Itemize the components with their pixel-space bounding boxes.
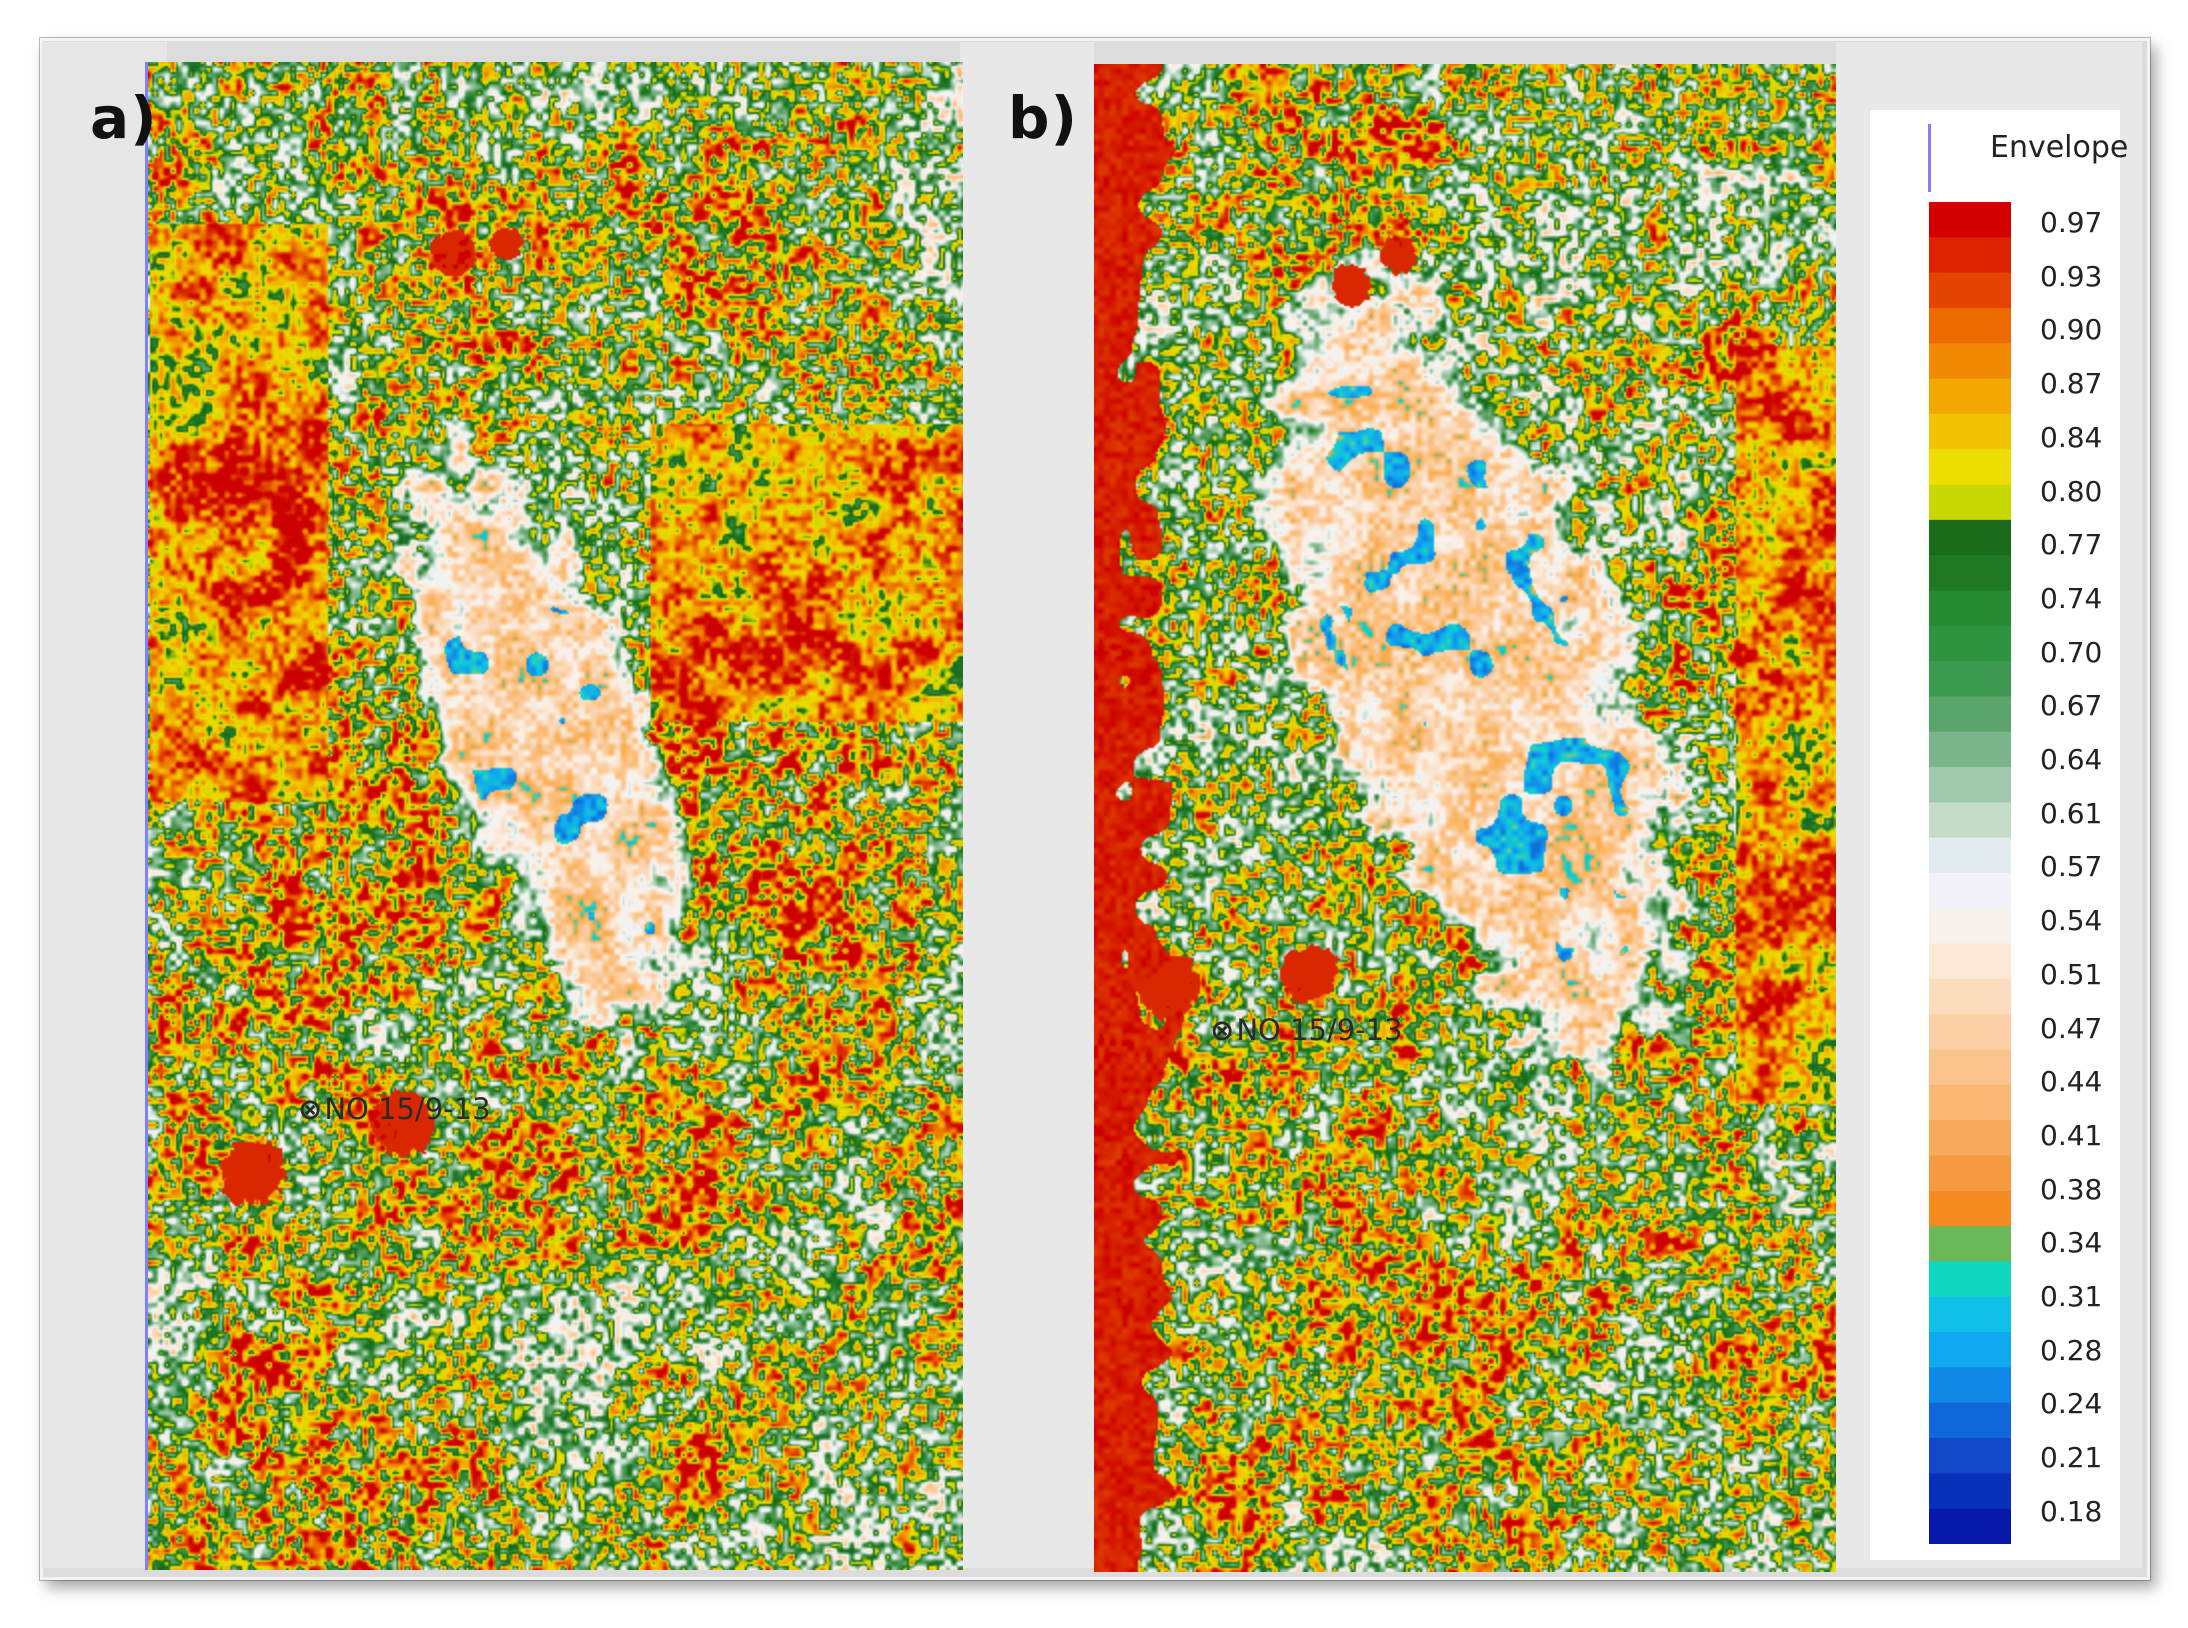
colorbar-tick-label: 0.41 [2040, 1118, 2103, 1152]
colorbar-swatch [1929, 1367, 2011, 1404]
well-marker-a: ⊗NO 15/9-13 [298, 1092, 491, 1126]
colorbar-swatch [1929, 837, 2011, 874]
colorbar-swatch [1929, 1402, 2011, 1439]
legend-title: Envelope [1990, 130, 2129, 165]
colorbar-tick-label: 0.34 [2040, 1226, 2103, 1260]
colorbar-tick-label: 0.93 [2040, 259, 2103, 293]
colorbar-swatch [1929, 1226, 2011, 1263]
well-cross-icon: ⊗ [298, 1092, 323, 1126]
colorbar-tick-label: 0.51 [2040, 957, 2103, 991]
colorbar-tick-label: 0.77 [2040, 528, 2103, 562]
colorbar-swatch [1929, 767, 2011, 803]
colorbar-tick-label: 0.67 [2040, 689, 2103, 723]
colorbar-tick-label: 0.31 [2040, 1280, 2103, 1313]
envelope-map-a [145, 62, 963, 1570]
colorbar-tick-label: 0.90 [2040, 313, 2103, 347]
colorbar-swatch [1929, 1473, 2011, 1510]
colorbar-swatch [1929, 343, 2011, 380]
colorbar-swatch [1929, 307, 2011, 344]
well-cross-icon: ⊗ [1210, 1013, 1235, 1047]
legend-divider [1928, 124, 1931, 192]
colorbar-tick-label: 0.21 [2040, 1441, 2103, 1475]
colorbar-swatch [1929, 449, 2011, 486]
colorbar-swatch [1929, 625, 2011, 662]
colorbar-swatch [1929, 978, 2011, 1015]
colorbar-swatch [1929, 237, 2011, 274]
colorbar-tick-label: 0.38 [2040, 1172, 2103, 1206]
colorbar-tick-label: 0.54 [2040, 904, 2103, 938]
colorbar-tick-label: 0.70 [2040, 635, 2103, 669]
colorbar-swatch [1929, 413, 2011, 450]
colorbar-swatch [1929, 696, 2011, 733]
colorbar-swatch [1929, 1084, 2011, 1121]
colorbar [1929, 202, 2011, 1544]
colorbar-swatch [1929, 908, 2011, 945]
well-label-b: NO 15/9-13 [1236, 1013, 1403, 1047]
colorbar-swatch [1929, 943, 2011, 980]
colorbar-swatch [1929, 1508, 2011, 1544]
panel-gap [960, 42, 1094, 1568]
colorbar-swatch [1929, 1296, 2011, 1333]
colorbar-swatch [1929, 519, 2011, 556]
colorbar-swatch [1929, 1438, 2011, 1474]
well-label-a: NO 15/9-13 [324, 1092, 491, 1126]
envelope-map-b [1094, 64, 1836, 1572]
colorbar-swatch [1929, 1332, 2011, 1369]
colorbar-swatch [1929, 1190, 2011, 1227]
colorbar-tick-label: 0.18 [2040, 1494, 2103, 1528]
well-marker-b: ⊗NO 15/9-13 [1210, 1013, 1403, 1047]
colorbar-tick-label: 0.87 [2040, 367, 2103, 401]
colorbar-swatch [1929, 661, 2011, 698]
colorbar-tick-label: 0.57 [2040, 850, 2103, 884]
colorbar-tick-label: 0.44 [2040, 1065, 2103, 1099]
panel-label-a: a) [90, 84, 158, 152]
colorbar-swatch [1929, 802, 2011, 839]
colorbar-swatch [1929, 555, 2011, 592]
colorbar-tick-label: 0.97 [2040, 206, 2103, 239]
colorbar-tick-label: 0.64 [2040, 743, 2103, 776]
colorbar-swatch [1929, 731, 2011, 768]
colorbar-tick-label: 0.80 [2040, 474, 2103, 508]
panel-label-b: b) [1008, 84, 1079, 152]
colorbar-tick-label: 0.74 [2040, 581, 2103, 615]
colorbar-swatch [1929, 1049, 2011, 1086]
colorbar-swatch [1929, 378, 2011, 415]
colorbar-tick-label: 0.28 [2040, 1333, 2103, 1367]
colorbar-tick-label: 0.84 [2040, 420, 2103, 454]
colorbar-swatch [1929, 873, 2011, 909]
colorbar-swatch [1929, 272, 2011, 309]
colorbar-tick-label: 0.47 [2040, 1011, 2103, 1045]
colorbar-swatch [1929, 484, 2011, 521]
colorbar-swatch [1929, 202, 2011, 238]
colorbar-tick-label: 0.24 [2040, 1387, 2103, 1421]
colorbar-swatch [1929, 1261, 2011, 1298]
colorbar-swatch [1929, 590, 2011, 627]
colorbar-tick-label: 0.61 [2040, 796, 2103, 830]
colorbar-swatch [1929, 1155, 2011, 1192]
colorbar-swatch [1929, 1014, 2011, 1051]
colorbar-swatch [1929, 1120, 2011, 1157]
